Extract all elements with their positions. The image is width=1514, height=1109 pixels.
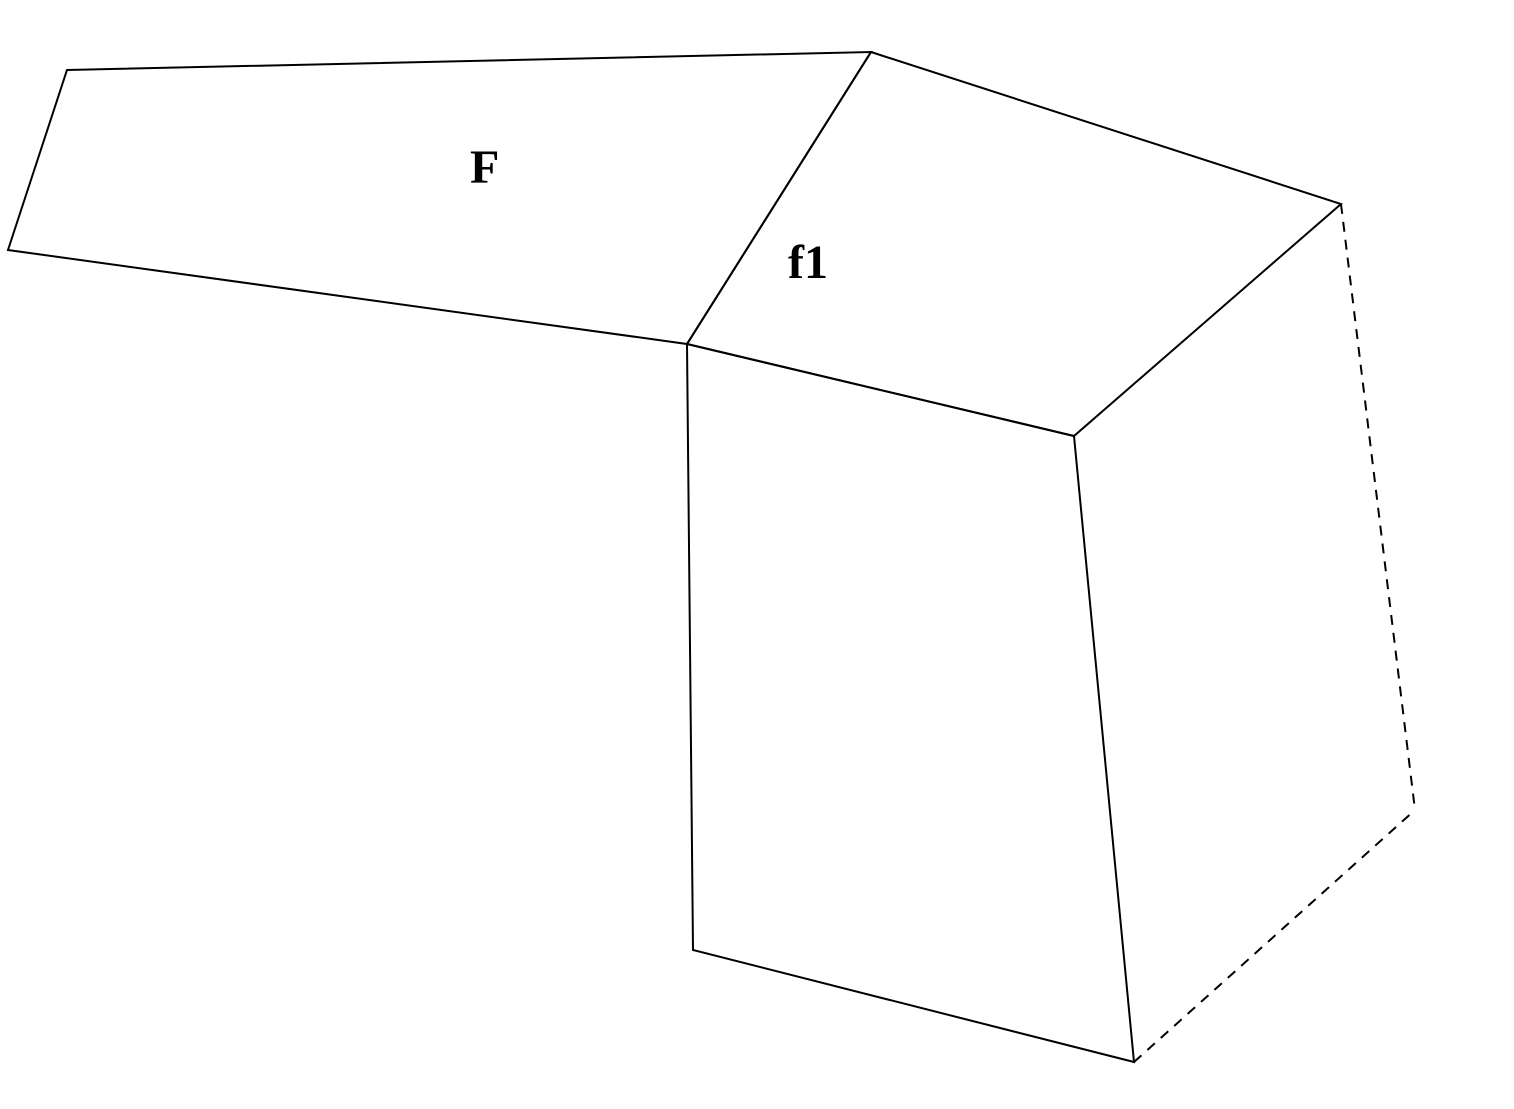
- diagram-canvas: [0, 0, 1514, 1109]
- label-F: F: [470, 140, 499, 195]
- geometry: [8, 52, 1415, 1062]
- label-f1: f1: [788, 235, 828, 290]
